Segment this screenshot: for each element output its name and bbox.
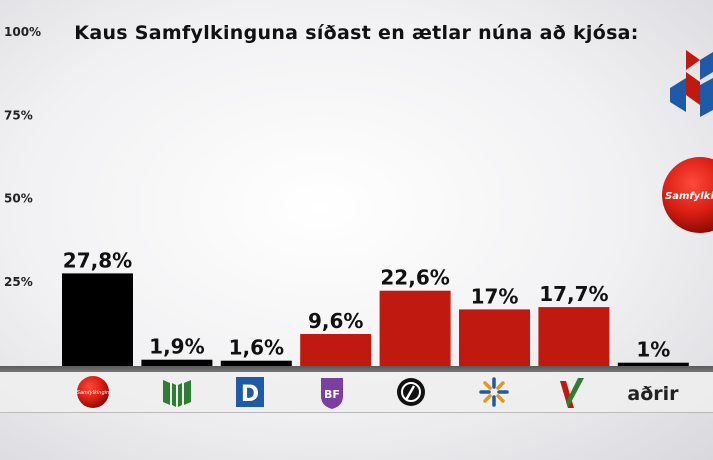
bar-value-label: 22,6% xyxy=(380,266,449,290)
chart-title: Kaus Samfylkinguna síðast en ætlar núna … xyxy=(74,22,639,44)
y-tick-label: 50% xyxy=(4,192,33,206)
framsokn-logo-icon xyxy=(479,377,509,407)
bar-value-label: 1,9% xyxy=(149,335,204,359)
svg-text:D: D xyxy=(241,382,259,407)
bar xyxy=(141,359,213,366)
bar xyxy=(459,309,530,366)
bar xyxy=(62,273,133,366)
bar xyxy=(300,334,372,366)
bar xyxy=(379,290,451,366)
piratar-logo-icon xyxy=(397,378,425,406)
samfylkingin-logo-icon: Samfylkingin xyxy=(77,376,109,408)
bar xyxy=(538,307,610,366)
svg-text:BF: BF xyxy=(324,388,340,401)
side-samfylkingin-logo-icon: Samfylkingin xyxy=(662,157,713,233)
bar-value-label: 1,6% xyxy=(229,336,284,360)
vg-logo-icon xyxy=(163,380,191,407)
vidreisn-logo-icon xyxy=(560,378,584,408)
bar-value-label: 17,7% xyxy=(539,282,608,306)
bar xyxy=(617,362,689,366)
bar-value-label: 27,8% xyxy=(63,248,132,272)
category-label-adrir: aðrir xyxy=(627,383,679,405)
side-samfylkingin-text: Samfylkingin xyxy=(665,191,713,202)
y-tick-label: 25% xyxy=(4,275,33,289)
bar-value-label: 17% xyxy=(471,284,519,308)
bar-value-label: 9,6% xyxy=(308,309,363,333)
logo-strip xyxy=(0,372,713,412)
y-tick-label: 100% xyxy=(4,25,41,39)
sjalfstaedisflokkur-logo-icon: D xyxy=(236,377,264,407)
logo-strip-line xyxy=(0,412,713,413)
samfylkingin-logo-text: Samfylkingin xyxy=(77,390,109,396)
baseline-band xyxy=(0,366,713,372)
y-tick-label: 75% xyxy=(4,108,33,122)
bar-value-label: 1% xyxy=(636,338,670,362)
bar xyxy=(220,360,292,366)
side-party-logo-icon xyxy=(670,50,713,117)
bjort-framtid-logo-icon: BF xyxy=(321,378,343,409)
